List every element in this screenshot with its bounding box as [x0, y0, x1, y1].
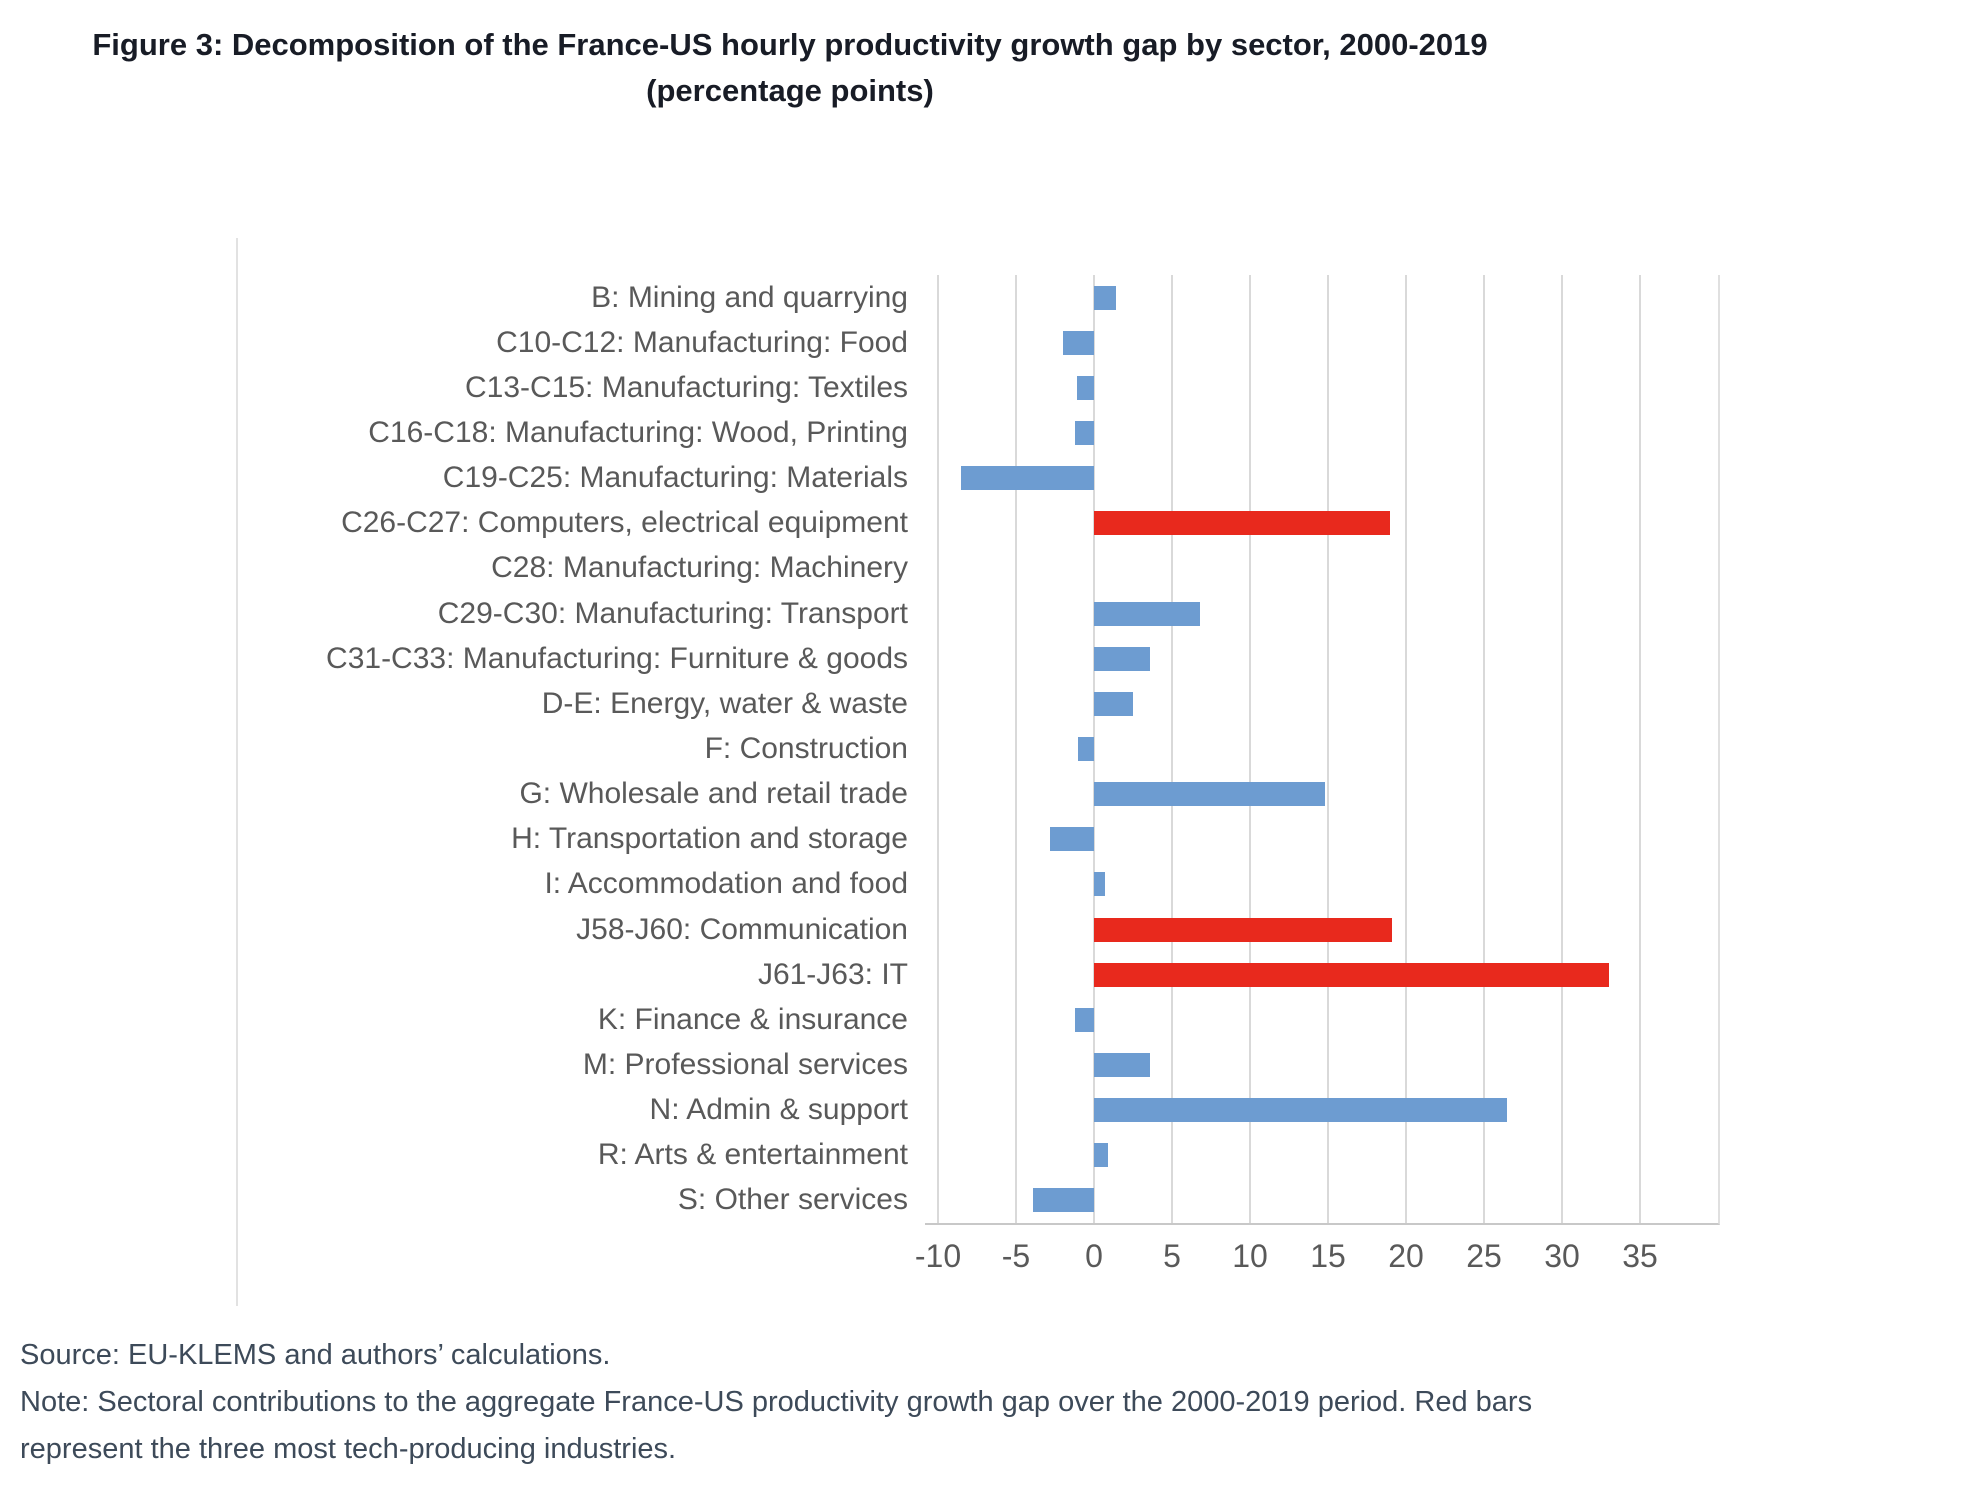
category-label: G: Wholesale and retail trade — [519, 777, 908, 811]
plot-area — [925, 275, 1720, 1225]
category-label: C16-C18: Manufacturing: Wood, Printing — [368, 415, 908, 449]
figure-title: Figure 3: Decomposition of the France-US… — [0, 22, 1580, 114]
figure-footnotes: Source: EU-KLEMS and authors’ calculatio… — [20, 1332, 1535, 1473]
bar-c13-c15 — [1076, 375, 1094, 400]
category-label: B: Mining and quarrying — [591, 280, 908, 314]
bar-c16-c18 — [1075, 421, 1094, 445]
x-tick-label: -10 — [914, 1238, 962, 1274]
bar-i — [1094, 872, 1105, 897]
gridline — [1249, 275, 1251, 1223]
category-label: C26-C27: Computers, electrical equipment — [341, 506, 908, 540]
figure-note: Note: Sectoral contributions to the aggr… — [20, 1386, 1533, 1465]
x-tick-label: -5 — [1001, 1238, 1031, 1274]
source-note: Source: EU-KLEMS and authors’ calculatio… — [20, 1339, 611, 1371]
x-tick-label: 25 — [1466, 1238, 1502, 1274]
gridline — [1405, 275, 1407, 1223]
bar-j58-j60 — [1094, 917, 1392, 942]
gridline — [1639, 275, 1641, 1223]
category-label: C28: Manufacturing: Machinery — [491, 551, 908, 585]
x-tick-label: 20 — [1388, 1238, 1424, 1274]
x-tick-label: 30 — [1544, 1238, 1580, 1274]
figure-title-line1: Figure 3: Decomposition of the France-US… — [92, 27, 1488, 62]
bar-m — [1094, 1053, 1151, 1077]
gridline — [1483, 275, 1485, 1223]
bar-h — [1050, 827, 1094, 852]
category-label: D-E: Energy, water & waste — [541, 686, 908, 720]
x-tick-label: 15 — [1310, 1238, 1346, 1274]
gridline — [1171, 275, 1173, 1223]
bar-d-e — [1094, 691, 1133, 716]
category-label: J61-J63: IT — [757, 957, 908, 991]
bar-n — [1094, 1098, 1508, 1123]
category-label: F: Construction — [704, 731, 908, 765]
bar-b — [1094, 285, 1116, 310]
category-label: N: Admin & support — [649, 1093, 908, 1127]
category-label: K: Finance & insurance — [597, 1002, 908, 1036]
x-tick-label: 5 — [1163, 1238, 1181, 1274]
bar-f — [1078, 737, 1094, 761]
gridline — [937, 275, 939, 1223]
gridline — [1093, 275, 1095, 1223]
category-label: C13-C15: Manufacturing: Textiles — [465, 370, 908, 404]
bar-k — [1075, 1007, 1094, 1032]
value-axis: -10 -5 0 5 10 15 20 25 30 35 — [0, 1238, 1972, 1278]
bar-j61-j63 — [1094, 962, 1609, 987]
x-tick-label: 35 — [1622, 1238, 1658, 1274]
category-label: C10-C12: Manufacturing: Food — [496, 325, 908, 359]
bar-c10-c12 — [1062, 330, 1094, 355]
category-label: I: Accommodation and food — [544, 867, 908, 901]
figure-title-line2: (percentage points) — [646, 73, 934, 108]
category-label: C31-C33: Manufacturing: Furniture & good… — [326, 641, 908, 675]
gridline — [1561, 275, 1563, 1223]
category-axis: B: Mining and quarrying C10-C12: Manufact… — [0, 275, 908, 1223]
bar-c26-c27 — [1094, 511, 1391, 536]
category-label: S: Other services — [677, 1183, 908, 1217]
bar-g — [1094, 782, 1325, 807]
chart-left-border — [236, 238, 238, 1306]
category-label: R: Arts & entertainment — [597, 1138, 908, 1172]
bar-r — [1094, 1143, 1109, 1168]
x-tick-label: 10 — [1232, 1238, 1268, 1274]
category-label: M: Professional services — [582, 1047, 908, 1081]
category-label: J58-J60: Communication — [576, 912, 908, 946]
bar-c31-c33 — [1094, 646, 1151, 671]
gridline — [1015, 275, 1017, 1223]
x-tick-label: 0 — [1085, 1238, 1103, 1274]
category-label: C19-C25: Manufacturing: Materials — [442, 461, 908, 495]
category-label: C29-C30: Manufacturing: Transport — [437, 596, 908, 630]
gridline — [1327, 275, 1329, 1223]
bar-c29-c30 — [1094, 601, 1201, 626]
category-label: H: Transportation and storage — [511, 822, 908, 856]
bar-s — [1033, 1188, 1094, 1213]
bar-c19-c25 — [961, 466, 1094, 491]
bar-chart: B: Mining and quarrying C10-C12: Manufact… — [0, 238, 1972, 1306]
